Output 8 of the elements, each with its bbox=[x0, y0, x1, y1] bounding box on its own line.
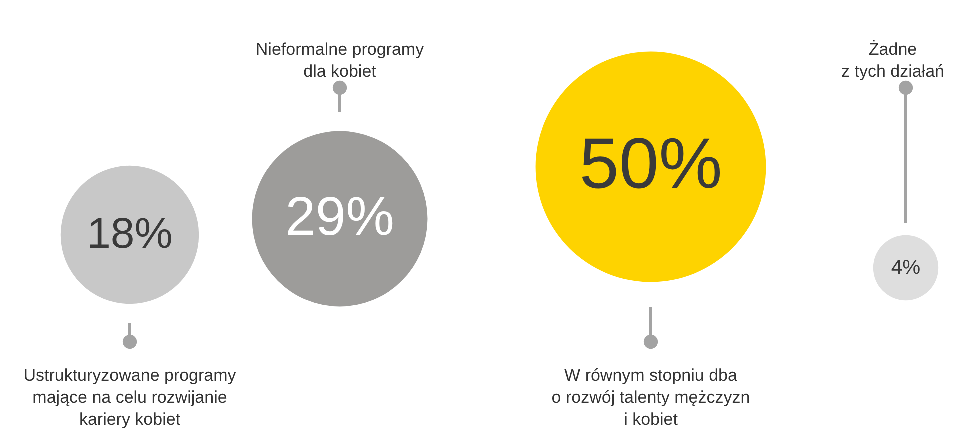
data-label: 29% bbox=[286, 186, 394, 247]
category-label: W równym stopniu dba o rozwój talenty mężczyzn i kobiet bbox=[552, 366, 750, 429]
data-label: 4% bbox=[891, 257, 921, 279]
category-label: Żadne z tych działań bbox=[842, 40, 944, 81]
data-label: 18% bbox=[87, 210, 173, 258]
category-label: Nieformalne programy dla kobiet bbox=[256, 40, 425, 81]
category-label: Ustrukturyzowane programy mające na celu rozwijanie kariery kobiet bbox=[24, 366, 237, 429]
data-label: 50% bbox=[579, 124, 723, 204]
